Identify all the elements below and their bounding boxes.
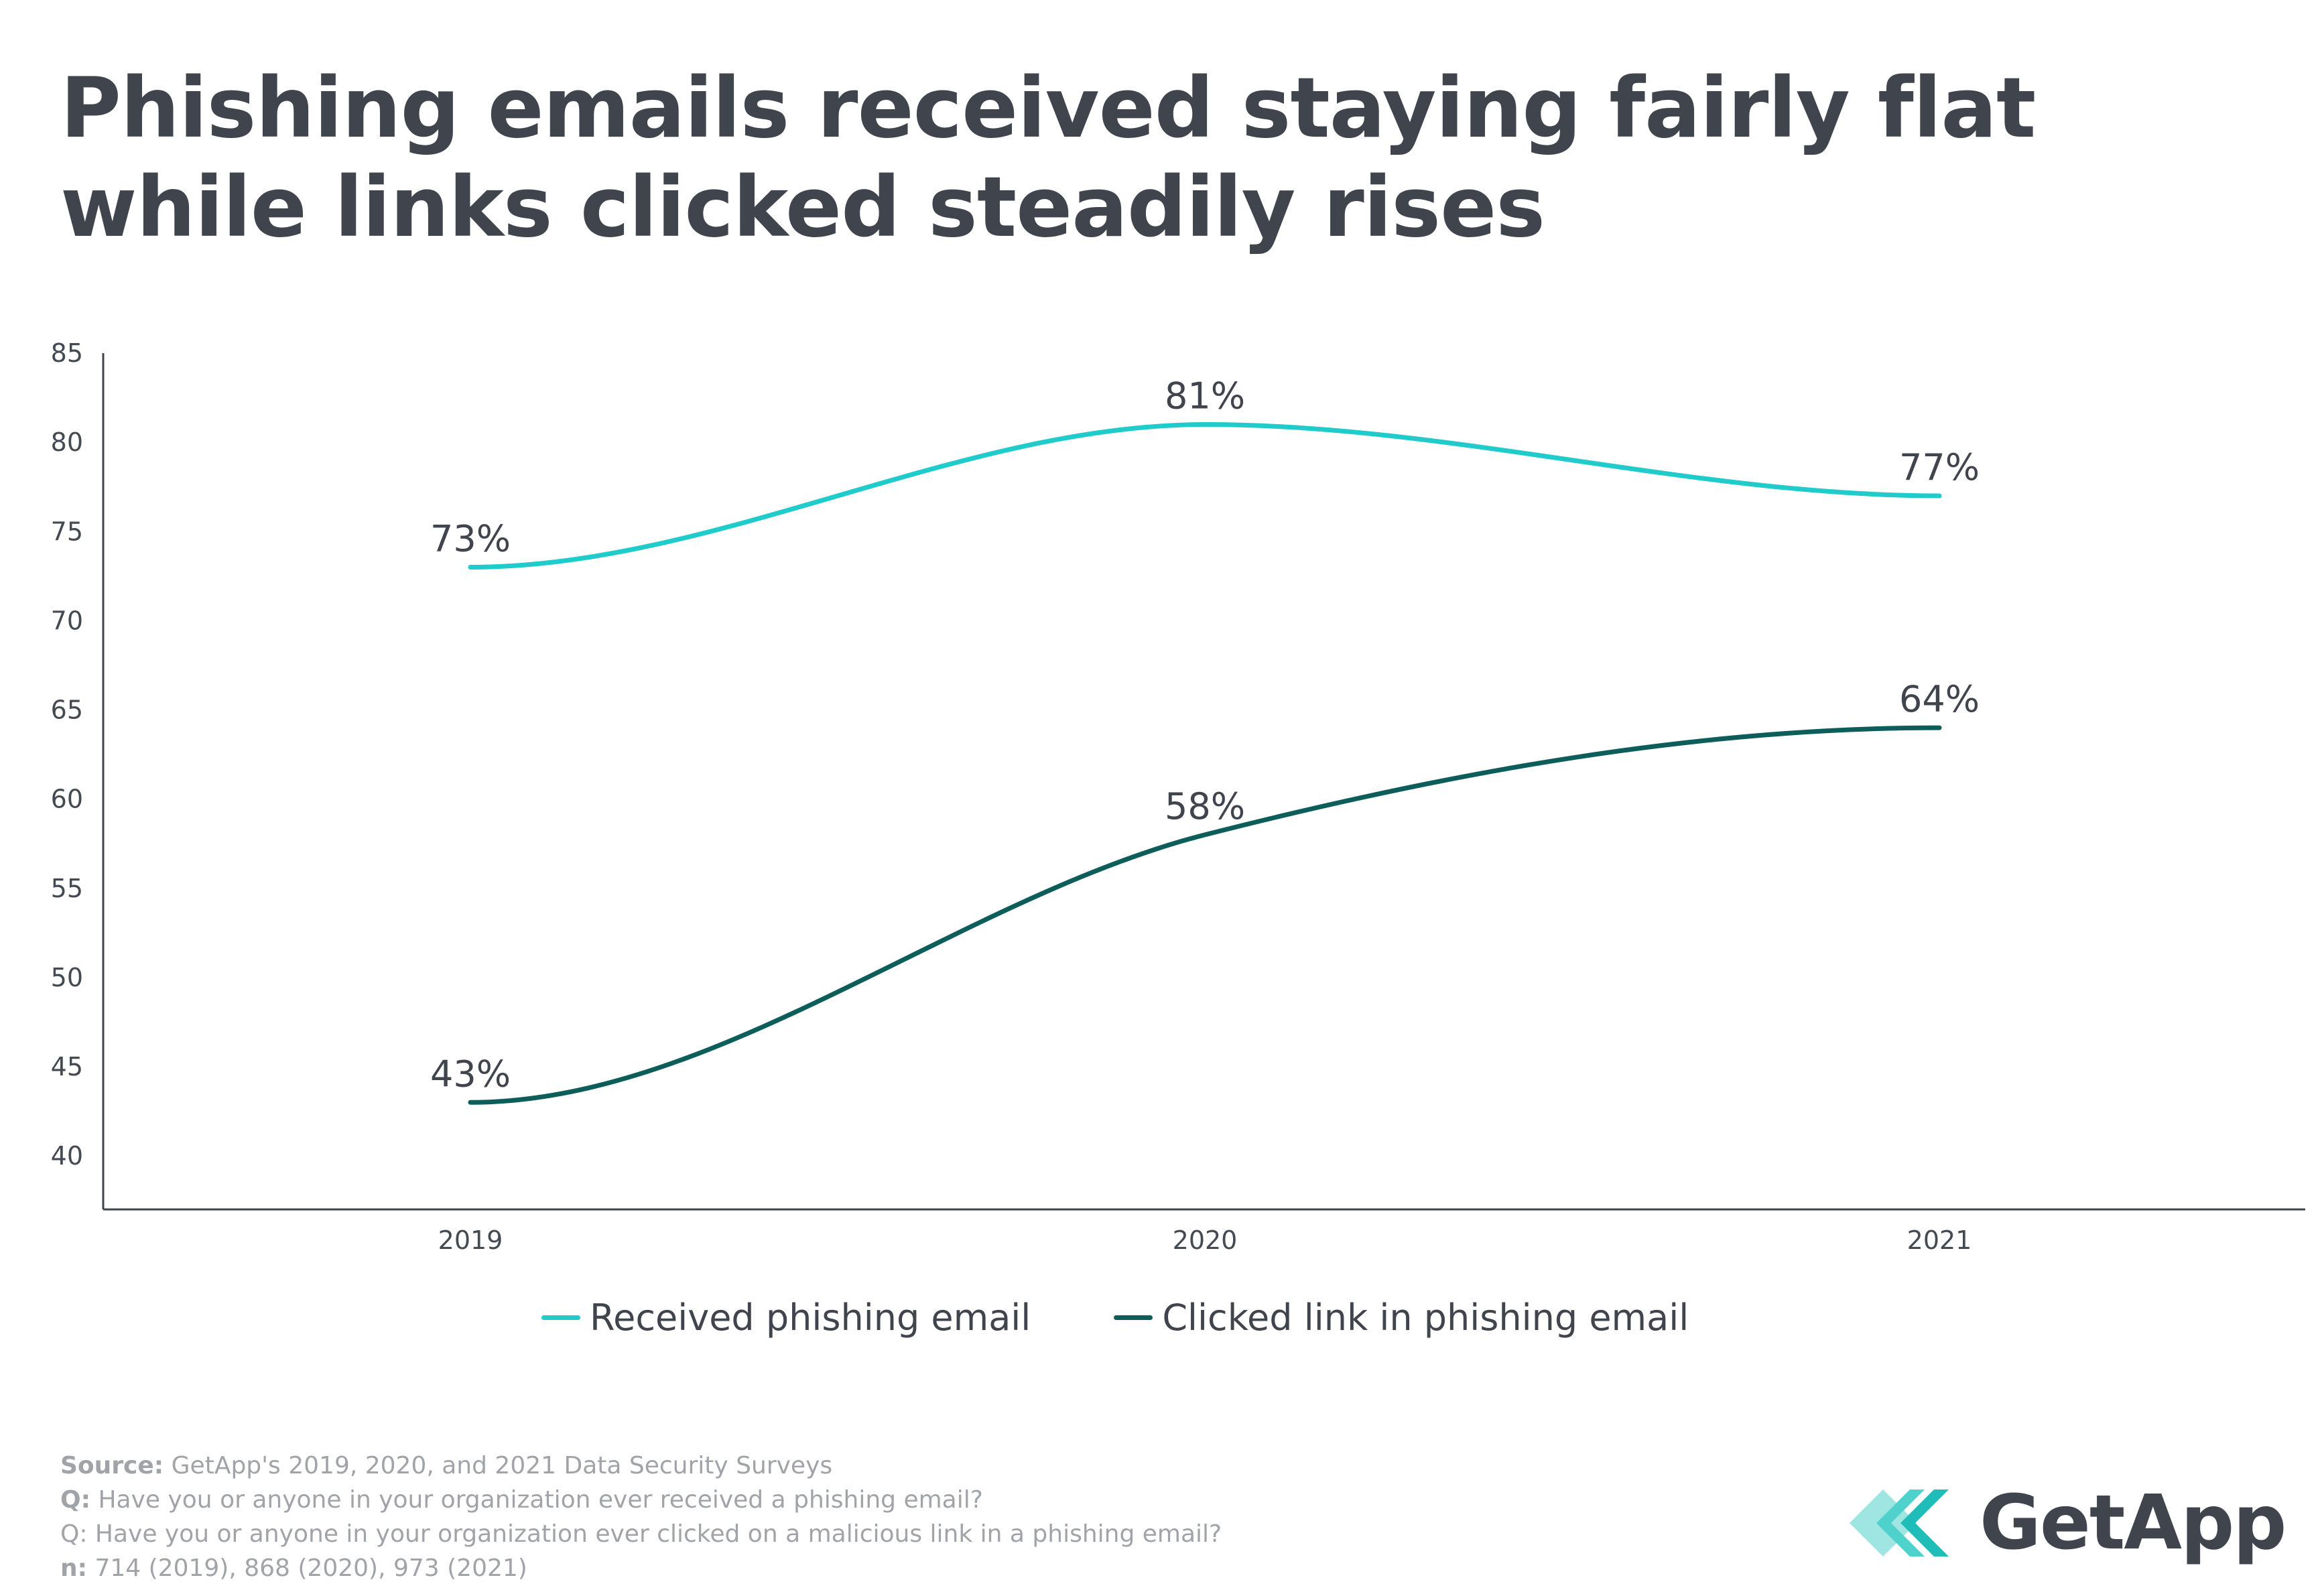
- question-1-line: Q: Have you or anyone in your organizati…: [60, 1486, 983, 1514]
- data-label: 77%: [1899, 446, 1980, 488]
- y-tick-label: 55: [51, 874, 83, 903]
- y-tick-label: 40: [51, 1141, 83, 1171]
- x-tick-label: 2021: [1907, 1226, 1972, 1255]
- legend-label: Received phishing email: [590, 1297, 1031, 1339]
- x-tick-labels: 2019 2020 2021: [438, 1226, 1972, 1255]
- y-tick-label: 50: [51, 963, 83, 992]
- sample-size-line: n: 714 (2019), 868 (2020), 973 (2021): [60, 1554, 527, 1582]
- series-line-clicked: [468, 725, 1942, 1105]
- series-line-received: [468, 421, 1942, 570]
- question-2-line: Q: Have you or anyone in your organizati…: [60, 1520, 1222, 1548]
- getapp-logo-text: GetApp: [1980, 1479, 2286, 1567]
- getapp-chevrons-icon: [1850, 1490, 1949, 1557]
- y-tick-label: 85: [51, 338, 83, 368]
- y-tick-labels: 40 45 50 55 60 65 70 75 80 85: [51, 338, 83, 1171]
- legend-item: Received phishing email: [541, 1297, 1031, 1339]
- getapp-logo: GetApp: [1850, 1479, 2286, 1567]
- y-tick-label: 75: [51, 517, 83, 546]
- y-tick-label: 70: [51, 606, 83, 635]
- chart-legend: Received phishing email Clicked link in p…: [541, 1297, 1772, 1339]
- data-label: 73%: [430, 518, 511, 560]
- y-tick-label: 65: [51, 696, 83, 725]
- y-tick-label: 80: [51, 427, 83, 457]
- legend-item: Clicked link in phishing email: [1114, 1297, 1689, 1339]
- data-labels: 73% 81% 77% 43% 58% 64%: [430, 375, 1980, 1096]
- y-tick-label: 45: [51, 1052, 83, 1081]
- data-label: 81%: [1165, 375, 1245, 417]
- legend-swatch: [541, 1315, 580, 1320]
- chart-title: Phishing emails received staying fairly …: [60, 60, 2036, 256]
- legend-swatch: [1114, 1315, 1153, 1320]
- y-tick-label: 60: [51, 785, 83, 814]
- x-tick-label: 2019: [438, 1226, 503, 1255]
- data-label: 64%: [1899, 678, 1980, 720]
- source-notes: Source: GetApp's 2019, 2020, and 2021 Da…: [60, 1449, 1222, 1585]
- series-lines: [468, 421, 1942, 1105]
- legend-label: Clicked link in phishing email: [1162, 1297, 1689, 1339]
- data-label: 58%: [1165, 785, 1245, 828]
- source-line: Source: GetApp's 2019, 2020, and 2021 Da…: [60, 1452, 833, 1479]
- data-label: 43%: [430, 1053, 511, 1095]
- x-tick-label: 2020: [1173, 1226, 1238, 1255]
